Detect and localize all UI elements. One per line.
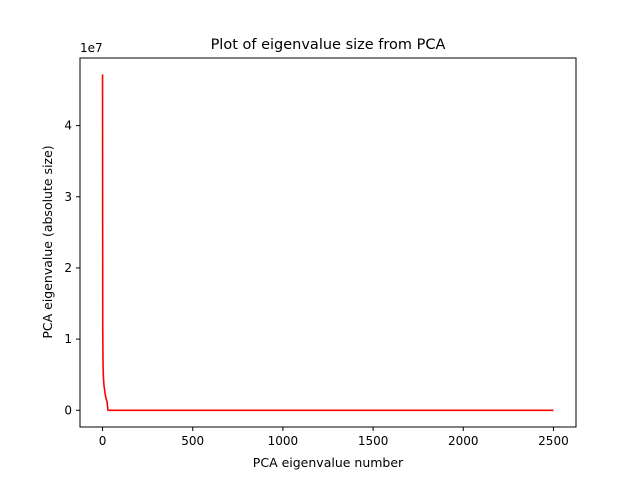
chart-title: Plot of eigenvalue size from PCA (211, 37, 446, 53)
plot-area-frame (79, 57, 577, 428)
y-tick-label: 4 (64, 119, 72, 133)
y-tick-label: 3 (64, 190, 72, 204)
eigenvalue-series-line (101, 74, 554, 412)
y-axis-label: PCA eigenvalue (absolute size) (40, 145, 55, 338)
x-axis-label: PCA eigenvalue number (253, 455, 404, 470)
x-tick-label: 0 (99, 434, 107, 448)
y-tick-label: 2 (64, 261, 72, 275)
y-axis-ticks: 0 1 2 3 4 (64, 119, 80, 417)
y-tick-label: 0 (64, 403, 72, 417)
x-axis-ticks: 0 500 1000 1500 2000 2500 (99, 427, 569, 448)
x-tick-label: 2500 (538, 434, 569, 448)
y-tick-label: 1 (64, 332, 72, 346)
x-tick-label: 500 (181, 434, 204, 448)
series-layer (101, 74, 554, 412)
y-axis-offset-label: 1e7 (80, 41, 103, 55)
x-tick-label: 2000 (448, 434, 479, 448)
x-tick-label: 1000 (268, 434, 299, 448)
x-tick-label: 1500 (358, 434, 389, 448)
